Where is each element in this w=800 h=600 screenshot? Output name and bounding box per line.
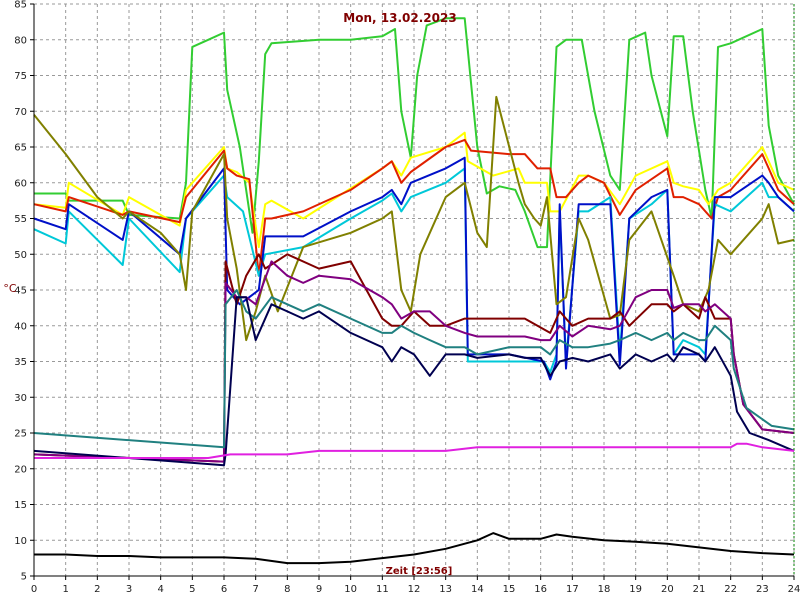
x-tick-label-19: 19 bbox=[629, 584, 642, 595]
x-tick-label-1: 1 bbox=[62, 584, 68, 595]
y-tick-label-50: 50 bbox=[14, 250, 27, 261]
y-tick-label-70: 70 bbox=[14, 107, 27, 118]
x-tick-label-2: 2 bbox=[94, 584, 100, 595]
x-tick-label-21: 21 bbox=[693, 584, 706, 595]
x-tick-label-17: 17 bbox=[566, 584, 579, 595]
y-tick-label-85: 85 bbox=[14, 0, 27, 11]
x-tick-label-11: 11 bbox=[376, 584, 389, 595]
x-tick-label-22: 22 bbox=[724, 584, 737, 595]
x-tick-label-24: 24 bbox=[788, 584, 800, 595]
y-tick-label-45: 45 bbox=[14, 286, 27, 297]
x-tick-label-18: 18 bbox=[598, 584, 611, 595]
y-tick-label-65: 65 bbox=[14, 143, 27, 154]
series-line-10 bbox=[33, 296, 795, 467]
grid bbox=[34, 3, 795, 576]
x-tick-label-9: 9 bbox=[316, 584, 322, 595]
y-tick-label-80: 80 bbox=[14, 35, 27, 46]
series-line-9 bbox=[33, 289, 795, 449]
y-tick-label-30: 30 bbox=[14, 393, 27, 404]
y-tick-label-35: 35 bbox=[14, 357, 27, 368]
x-tick-label-3: 3 bbox=[126, 584, 132, 595]
y-tick-label-75: 75 bbox=[14, 71, 27, 82]
x-tick-label-16: 16 bbox=[534, 584, 547, 595]
series-line-12 bbox=[34, 532, 795, 565]
x-tick-label-13: 13 bbox=[439, 584, 452, 595]
series-line-11 bbox=[34, 442, 795, 459]
series-line-6 bbox=[33, 95, 795, 342]
x-tick-labels: 0 1 2 3 4 5 6 7 8 9 10 11 12 13 14 15 16 17 18 19 20 21 22 23 24 bbox=[31, 584, 800, 595]
y-axis-label: °C bbox=[3, 282, 17, 295]
y-tick-label-60: 60 bbox=[14, 178, 27, 189]
x-tick-label-7: 7 bbox=[252, 584, 258, 595]
x-tick-label-12: 12 bbox=[408, 584, 421, 595]
series-line-8 bbox=[33, 260, 795, 463]
y-tick-label-20: 20 bbox=[14, 464, 27, 475]
x-tick-label-14: 14 bbox=[471, 584, 484, 595]
x-tick-label-0: 0 bbox=[31, 584, 37, 595]
x-tick-label-6: 6 bbox=[221, 584, 227, 595]
x-tick-label-8: 8 bbox=[284, 584, 290, 595]
y-tick-label-40: 40 bbox=[14, 321, 27, 332]
x-tick-label-5: 5 bbox=[189, 584, 195, 595]
series-line-7 bbox=[33, 253, 795, 463]
y-tick-labels: 5 10 15 20 25 30 35 40 45 50 55 60 65 70 75 80 85 bbox=[14, 0, 27, 583]
x-tick-label-23: 23 bbox=[756, 584, 769, 595]
x-tick-label-15: 15 bbox=[503, 584, 516, 595]
y-tick-label-15: 15 bbox=[14, 500, 27, 511]
x-tick-label-4: 4 bbox=[157, 584, 163, 595]
chart-title: Mon, 13.02.2023 bbox=[343, 11, 456, 25]
x-axis-label: Zeit [23:56] bbox=[386, 566, 453, 577]
axes bbox=[30, 3, 795, 580]
y-tick-label-10: 10 bbox=[14, 536, 27, 547]
series-lines bbox=[33, 17, 795, 565]
x-tick-label-20: 20 bbox=[661, 584, 674, 595]
x-tick-label-10: 10 bbox=[344, 584, 357, 595]
y-tick-label-25: 25 bbox=[14, 429, 27, 440]
y-tick-label-55: 55 bbox=[14, 214, 27, 225]
y-tick-label-5: 5 bbox=[21, 572, 27, 583]
